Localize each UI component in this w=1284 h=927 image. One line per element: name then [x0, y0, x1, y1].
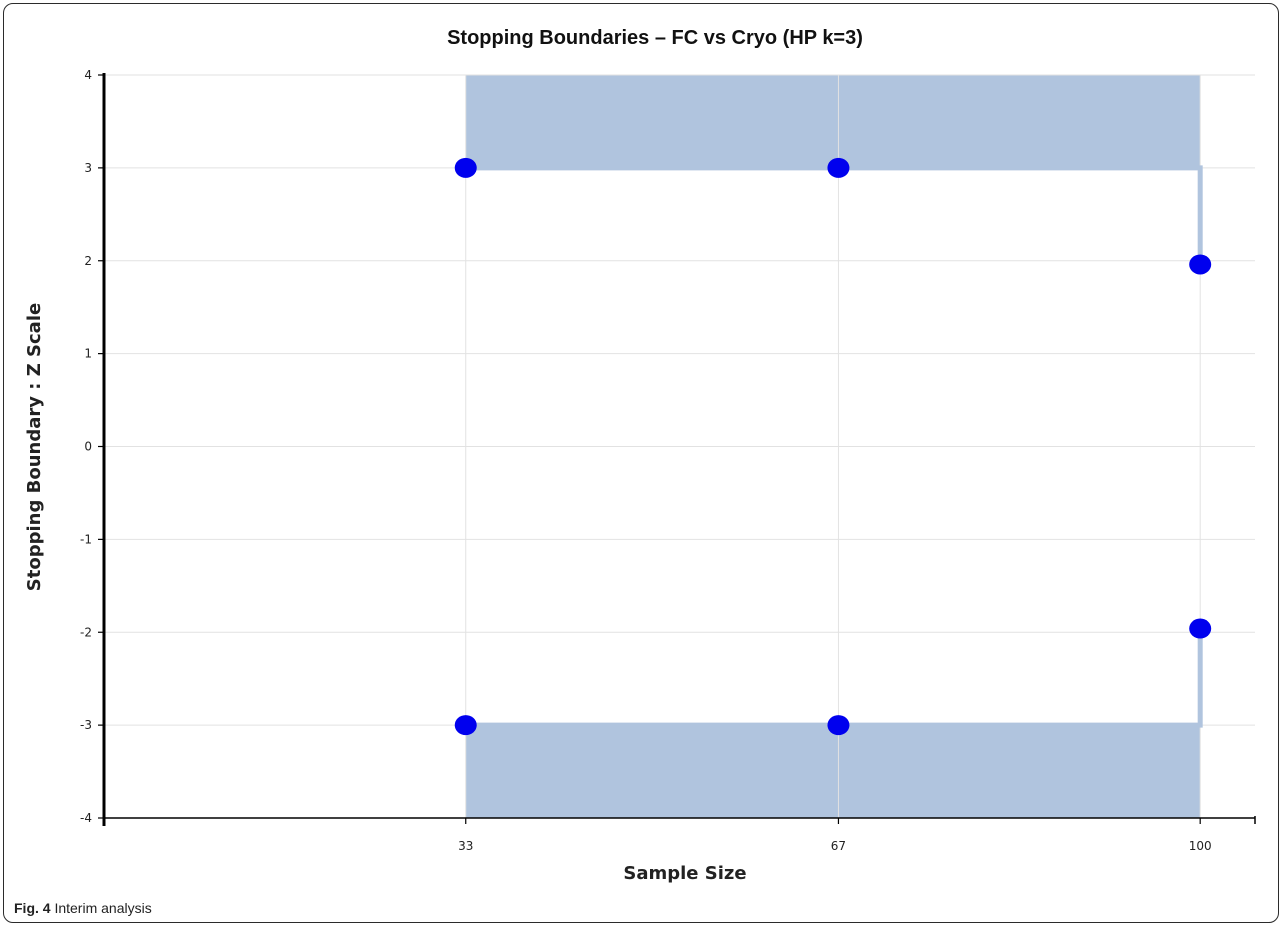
y-tick-label: -1	[80, 532, 92, 546]
x-tick-label: 33	[458, 839, 473, 853]
caption-label: Fig. 4	[14, 900, 51, 916]
lower-boundary-point	[454, 715, 477, 736]
stopping-boundaries-chart: Stopping Boundaries – FC vs Cryo (HP k=3…	[24, 27, 1256, 884]
rejection-regions	[465, 75, 1201, 818]
grid-lines	[104, 74, 1255, 819]
boundary-points	[454, 157, 1212, 736]
caption-text: Interim analysis	[54, 900, 152, 916]
x-tick-label: 67	[831, 839, 846, 853]
upper-boundary-line	[465, 165, 1203, 265]
y-tick-label: 1	[84, 347, 92, 361]
lower-rejection-region	[465, 725, 1201, 818]
upper-boundary-point	[1189, 254, 1212, 275]
y-tick-labels: 4 3 2 1 0 -1 -2 -3 -4	[80, 68, 104, 825]
y-tick-label: 4	[84, 68, 92, 82]
lower-boundary-point	[1189, 618, 1212, 639]
upper-boundary-point	[827, 157, 850, 178]
y-axis-label: Stopping Boundary : Z Scale	[24, 303, 45, 591]
chart-title: Stopping Boundaries – FC vs Cryo (HP k=3…	[447, 27, 863, 49]
y-tick-label: -3	[80, 718, 92, 732]
figure-caption: Fig. 4 Interim analysis	[14, 900, 152, 916]
x-axis-label: Sample Size	[623, 863, 746, 884]
upper-rejection-region	[465, 75, 1201, 168]
boundary-lines	[465, 165, 1203, 728]
y-tick-label: 2	[84, 254, 92, 268]
x-tick-labels: 33 67 100	[458, 818, 1212, 853]
upper-boundary-point	[454, 157, 477, 178]
x-tick-label: 100	[1189, 839, 1212, 853]
y-tick-label: -4	[80, 811, 92, 825]
y-tick-label: -2	[80, 625, 92, 639]
lower-boundary-point	[827, 715, 850, 736]
y-tick-label: 0	[84, 440, 92, 454]
lower-boundary-line	[465, 628, 1203, 728]
y-tick-label: 3	[84, 161, 92, 175]
axes	[102, 73, 1256, 826]
